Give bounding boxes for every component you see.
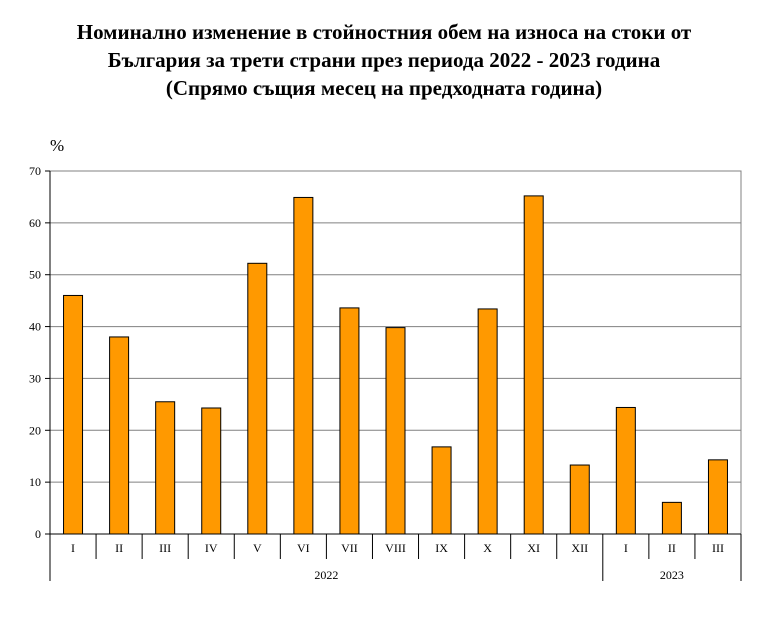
chart-title-line-1: Номинално изменение в стойностния обем н… — [76, 20, 692, 44]
x-tick-label: II — [668, 541, 676, 555]
chart-title: Номинално изменение в стойностния обем н… — [0, 18, 768, 102]
x-tick-label: VI — [297, 541, 310, 555]
bar — [707, 459, 728, 535]
bar — [155, 401, 176, 535]
y-axis-unit-label: % — [50, 136, 65, 155]
bar — [431, 446, 452, 535]
bar — [569, 464, 590, 535]
y-tick-label: 30 — [29, 371, 41, 385]
x-tick-label: II — [115, 541, 123, 555]
x-tick-label: III — [712, 541, 724, 555]
bar — [477, 308, 498, 535]
bar — [339, 307, 360, 535]
y-tick-label: 0 — [35, 527, 41, 541]
y-tick-label: 60 — [29, 216, 41, 230]
bar — [201, 407, 222, 535]
x-tick-label: XI — [527, 541, 540, 555]
bar — [661, 501, 682, 535]
x-tick-label: IX — [435, 541, 448, 555]
chart-title-line-3: (Спрямо същия месец на предходната годин… — [165, 76, 603, 100]
y-tick-label: 20 — [29, 423, 41, 437]
year-label: 2023 — [660, 568, 684, 582]
bar — [523, 195, 544, 535]
bar — [615, 406, 636, 535]
x-tick-label: III — [159, 541, 171, 555]
bar — [63, 294, 84, 535]
year-label: 2022 — [314, 568, 338, 582]
x-tick-label: VII — [341, 541, 358, 555]
bar — [293, 196, 314, 535]
y-tick-label: 50 — [29, 268, 41, 282]
y-tick-label: 70 — [29, 164, 41, 178]
x-tick-label: X — [483, 541, 492, 555]
x-tick-label: V — [253, 541, 262, 555]
x-tick-label: IV — [205, 541, 218, 555]
x-tick-label: I — [624, 541, 628, 555]
y-tick-label: 10 — [29, 475, 41, 489]
x-tick-label: VIII — [385, 541, 406, 555]
bar — [109, 336, 130, 535]
bar — [247, 262, 268, 535]
x-tick-label: XII — [571, 541, 588, 555]
bar — [385, 327, 406, 535]
chart-title-line-2: България за трети страни през периода 20… — [107, 48, 661, 72]
x-tick-label: I — [71, 541, 75, 555]
y-tick-label: 40 — [29, 320, 41, 334]
